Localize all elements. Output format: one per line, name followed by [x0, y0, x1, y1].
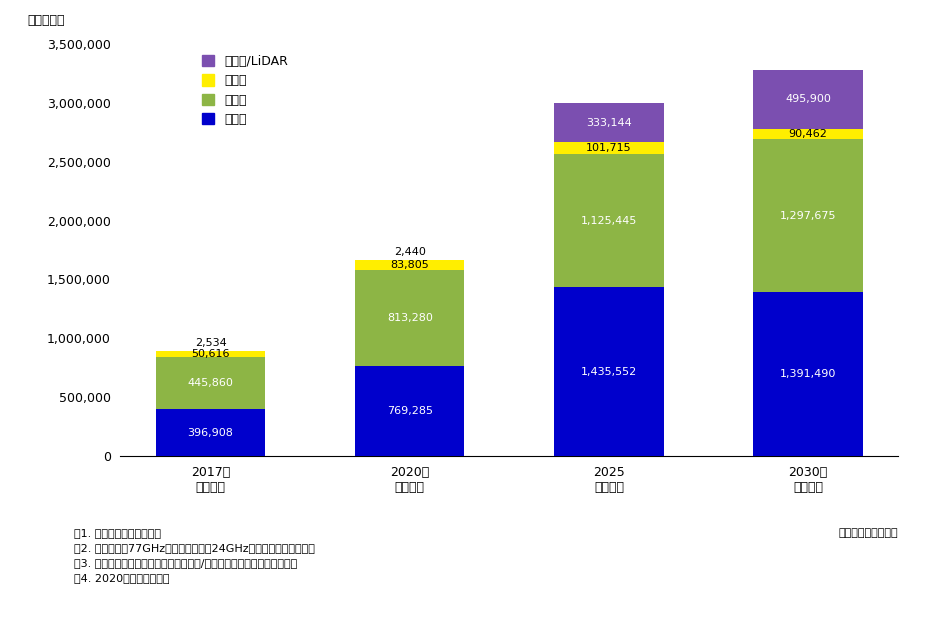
Text: 1,391,490: 1,391,490: [780, 369, 836, 379]
Bar: [156, 357, 265, 409]
Bar: [754, 70, 863, 129]
Bar: [554, 142, 664, 154]
Bar: [355, 260, 465, 270]
Bar: [554, 287, 664, 456]
Text: 90,462: 90,462: [789, 129, 828, 139]
Bar: [355, 366, 465, 456]
Text: 2,440: 2,440: [394, 247, 426, 257]
Text: 1,125,445: 1,125,445: [581, 216, 637, 226]
Text: 333,144: 333,144: [586, 118, 632, 127]
Text: 101,715: 101,715: [586, 143, 632, 153]
Text: 396,908: 396,908: [188, 428, 233, 438]
Legend: レーザ/LiDAR, 超音波, カメラ, レーダ: レーザ/LiDAR, 超音波, カメラ, レーダ: [196, 50, 293, 131]
Bar: [156, 409, 265, 456]
Bar: [754, 292, 863, 456]
Bar: [754, 139, 863, 292]
Text: 矢野経済研究所調べ: 矢野経済研究所調べ: [839, 528, 898, 538]
Bar: [156, 351, 265, 357]
Text: 注1. メーカ出荷金額ベース
注2. レーダには77GHzミリ波レーダ、24GHz準ミリ波レーダを含む
注3. カメラにはセンシングカメラ、リア/サラウンドビュ: 注1. メーカ出荷金額ベース 注2. レーダには77GHzミリ波レーダ、24GH…: [74, 528, 315, 582]
Text: 813,280: 813,280: [387, 312, 432, 322]
Text: 2,534: 2,534: [194, 338, 226, 348]
Bar: [554, 103, 664, 142]
Text: 495,900: 495,900: [785, 94, 831, 104]
Text: 445,860: 445,860: [188, 378, 233, 388]
Bar: [554, 154, 664, 287]
Text: 83,805: 83,805: [391, 260, 429, 270]
Bar: [754, 129, 863, 139]
Text: 1,297,675: 1,297,675: [780, 211, 836, 221]
Text: 1,435,552: 1,435,552: [581, 367, 637, 377]
Text: （百万円）: （百万円）: [27, 14, 65, 28]
Bar: [355, 270, 465, 366]
Text: 769,285: 769,285: [387, 406, 432, 416]
Text: 50,616: 50,616: [192, 349, 230, 359]
